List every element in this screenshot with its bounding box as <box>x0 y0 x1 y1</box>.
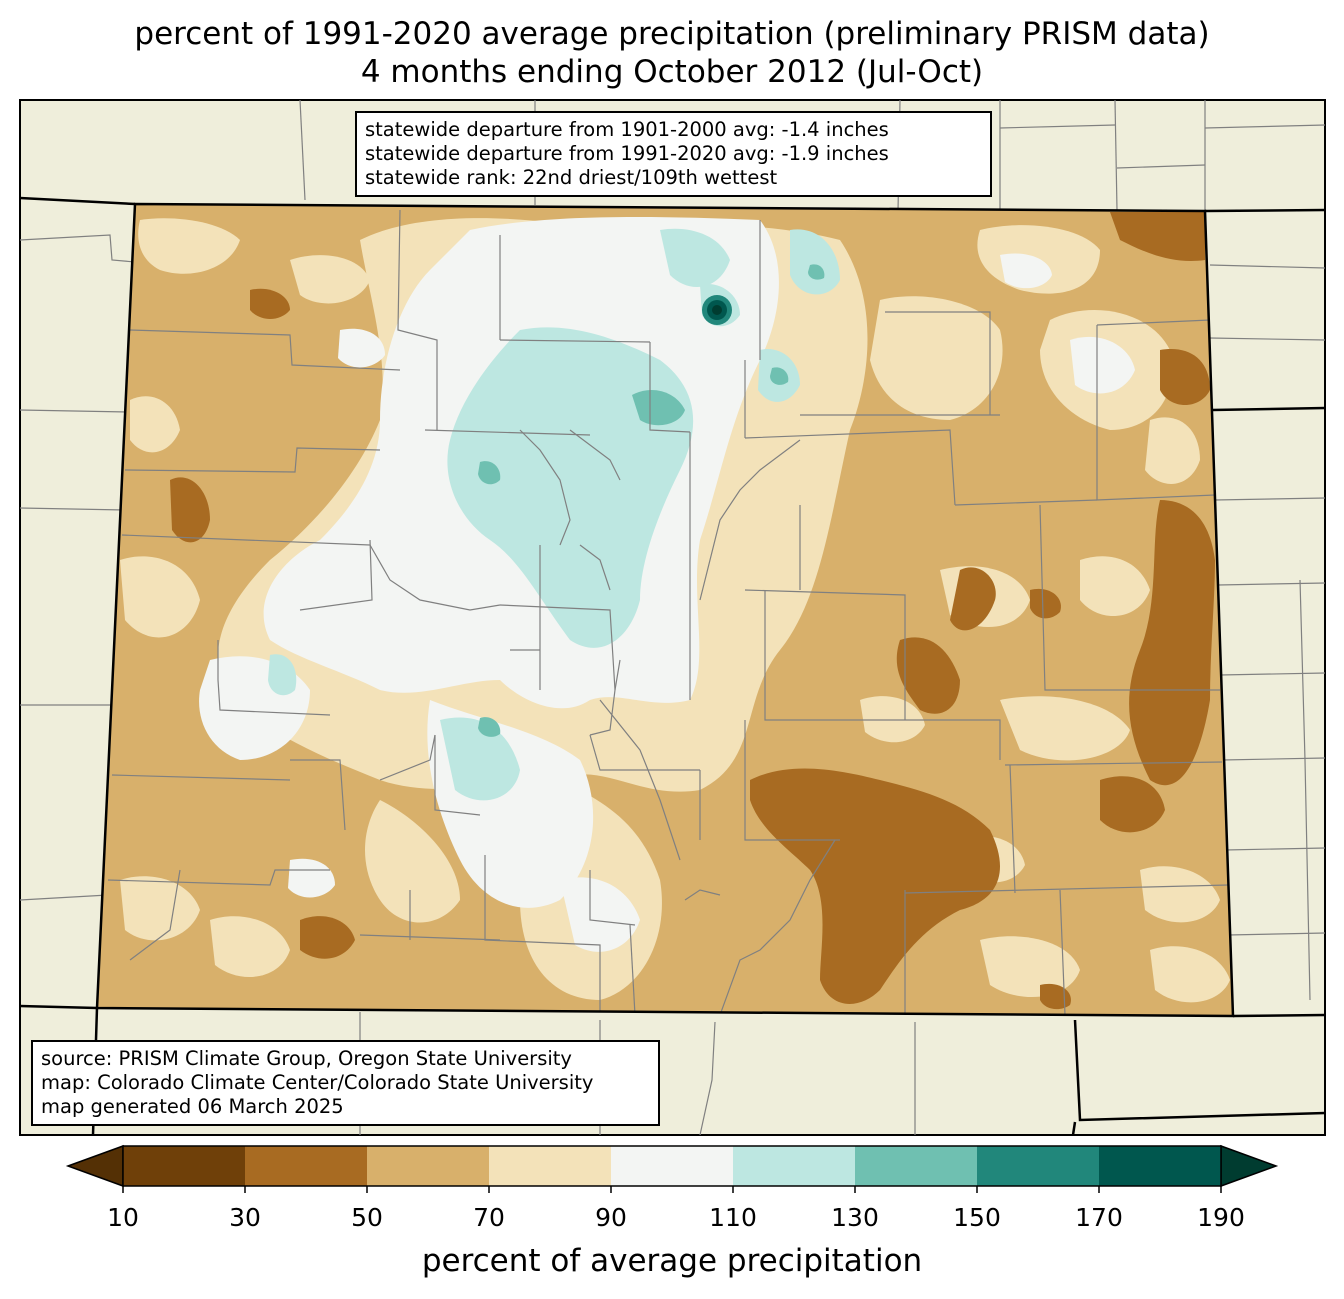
neighbor-state-lines <box>20 196 1325 1135</box>
colorbar-tick-label: 130 <box>831 1203 879 1232</box>
map-title: percent of 1991-2020 average precipitati… <box>134 16 1210 52</box>
colorbar-tick-label: 10 <box>107 1203 139 1232</box>
colorado-border <box>95 202 1235 1018</box>
colorbar-swatch <box>123 1146 246 1186</box>
colorbar-under-arrow <box>65 1144 124 1188</box>
credits-box: source: PRISM Climate Group, Oregon Stat… <box>31 1040 660 1126</box>
colorbar-swatch <box>489 1146 612 1186</box>
colorbar-tick-label: 90 <box>595 1203 627 1232</box>
colorbar-tick-label: 30 <box>229 1203 261 1232</box>
colorbar-swatch <box>977 1146 1100 1186</box>
colorbar-tick-label: 110 <box>709 1203 757 1232</box>
colorbar <box>65 1144 1279 1188</box>
stats-line-rank: statewide rank: 22nd driest/109th wettes… <box>365 166 778 189</box>
credit-source: source: PRISM Climate Group, Oregon Stat… <box>41 1047 572 1070</box>
colorbar-tick-label: 70 <box>473 1203 505 1232</box>
colorbar-tick-label: 170 <box>1075 1203 1123 1232</box>
colorbar-swatch <box>733 1146 856 1186</box>
colorbar-tick-label: 50 <box>351 1203 383 1232</box>
credit-map: map: Colorado Climate Center/Colorado St… <box>41 1071 594 1094</box>
colorbar-swatch <box>611 1146 734 1186</box>
precipitation-field <box>97 204 1233 1016</box>
colorbar-over-arrow <box>1220 1144 1279 1188</box>
map-subtitle: 4 months ending October 2012 (Jul-Oct) <box>360 54 984 90</box>
stats-line-1991: statewide departure from 1991-2020 avg: … <box>365 142 889 165</box>
colorbar-tick-label: 190 <box>1197 1203 1245 1232</box>
colorbar-swatch <box>1099 1146 1222 1186</box>
colorbar-tick-label: 150 <box>953 1203 1001 1232</box>
colorbar-outline <box>122 1145 1222 1187</box>
colorbar-swatch <box>367 1146 490 1186</box>
colorbar-swatches <box>123 1146 1222 1186</box>
stats-line-1901: statewide departure from 1901-2000 avg: … <box>365 118 889 141</box>
colorbar-swatch <box>855 1146 978 1186</box>
statewide-stats-box: statewide departure from 1901-2000 avg: … <box>355 111 992 197</box>
county-lines <box>107 209 1229 1016</box>
credit-date: map generated 06 March 2025 <box>41 1095 344 1118</box>
colorbar-swatch <box>245 1146 368 1186</box>
colorbar-label: percent of average precipitation <box>421 1243 923 1279</box>
